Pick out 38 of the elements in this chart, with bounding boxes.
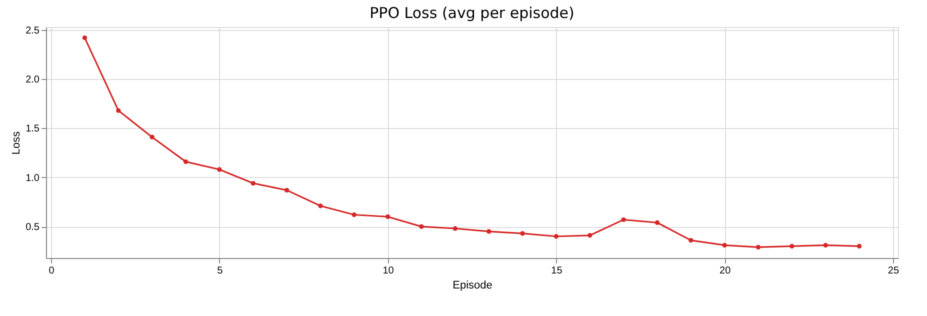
x-tick-label: 25: [888, 266, 900, 276]
point: [385, 214, 390, 220]
y-tick-label: 1.5: [26, 124, 40, 135]
point: [419, 224, 424, 229]
x-tick-label: 0: [48, 266, 55, 276]
point: [217, 167, 222, 172]
x-tick-label: 20: [720, 266, 732, 276]
x-axis-title: Episode: [452, 280, 492, 292]
y-tick-label: 0.5: [26, 222, 40, 234]
y-axis-title: Loss: [10, 130, 23, 155]
point: [452, 226, 458, 231]
point: [183, 159, 188, 164]
point: [654, 220, 660, 225]
point: [250, 180, 256, 186]
point: [856, 244, 862, 249]
point: [621, 217, 626, 222]
point: [520, 231, 525, 236]
x-tick-label: 5: [217, 266, 224, 276]
y-tick-label: 1.0: [26, 172, 40, 184]
point: [588, 233, 592, 238]
point: [116, 108, 121, 113]
point: [790, 244, 794, 249]
point: [554, 234, 559, 239]
chart-title: PPO Loss (avg per episode): [370, 4, 574, 22]
point: [486, 229, 492, 234]
x-tick-label: 10: [382, 266, 394, 276]
point: [150, 134, 154, 140]
y-tick-label: 2.5: [26, 25, 40, 36]
point: [352, 212, 356, 218]
point: [823, 242, 828, 248]
point: [284, 188, 290, 193]
y-tick-label: 2.0: [26, 74, 40, 86]
point: [82, 35, 88, 40]
point: [688, 238, 694, 243]
point: [756, 244, 761, 250]
x-tick-label: 15: [551, 266, 563, 276]
point: [318, 204, 323, 208]
point: [722, 242, 727, 248]
